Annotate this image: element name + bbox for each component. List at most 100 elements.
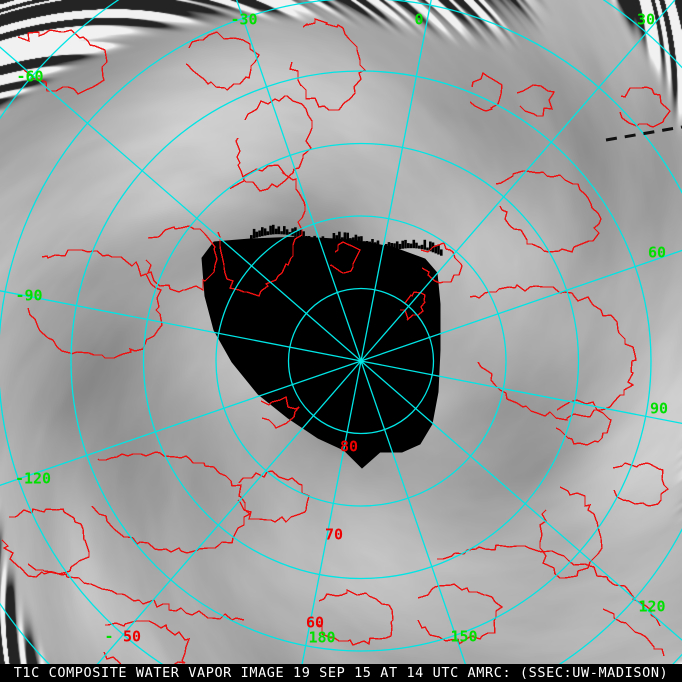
- scanline-tooth: [429, 241, 432, 252]
- scanline-tooth: [335, 235, 338, 242]
- meridian-line: [360, 249, 682, 362]
- scanline-tooth: [269, 225, 272, 235]
- coastline-path: [17, 29, 108, 95]
- parallel-circle: [70, 70, 652, 652]
- parallel-circle: [287, 287, 435, 435]
- coastline-path: [185, 31, 260, 91]
- coastline-path: [495, 170, 602, 253]
- scanline-tooth: [332, 233, 336, 243]
- meridian-line: [81, 360, 362, 682]
- meridian-line: [360, 360, 682, 641]
- scanline-tooth: [412, 239, 416, 249]
- coastline-path: [612, 462, 670, 507]
- scanline-tooth: [296, 230, 300, 238]
- coastline-path: [469, 71, 503, 112]
- coastline-path: [417, 583, 504, 646]
- coastline-path: [539, 486, 603, 579]
- coastline-path: [315, 588, 394, 646]
- no-data-region: [201, 236, 441, 469]
- coastline-path: [91, 451, 252, 554]
- scanline-tooth: [313, 235, 316, 245]
- scanline-tooth: [360, 236, 363, 244]
- scanline-tooth: [272, 224, 275, 235]
- scanline-tooth: [415, 242, 418, 249]
- coastline-path: [289, 18, 367, 111]
- scanline-tooth: [398, 243, 402, 250]
- scanline-tooth: [299, 229, 303, 239]
- scanline-tooth: [395, 241, 399, 250]
- scanline-tooth: [357, 236, 360, 243]
- solar-terminator-dashed: [605, 125, 682, 142]
- scanline-tooth: [258, 230, 261, 237]
- data-void-polygon: [201, 224, 443, 469]
- coastline-path: [420, 242, 463, 284]
- scanline-tooth: [280, 231, 283, 235]
- meridian-line: [360, 360, 473, 682]
- scanline-tooth: [288, 232, 292, 236]
- coastline-path: [235, 95, 313, 192]
- meridian-line: [235, 0, 362, 362]
- scanline-tooth: [420, 244, 424, 250]
- scanline-tooth: [261, 227, 264, 237]
- coastline-path: [217, 164, 306, 297]
- coastline-path: [27, 563, 245, 621]
- coastline-path: [27, 249, 163, 359]
- meridian-line: [0, 360, 362, 487]
- scanline-tooth: [371, 239, 374, 248]
- scanline-tooth: [365, 241, 369, 246]
- scanline-tooth: [305, 236, 308, 241]
- scanline-tooth: [307, 236, 311, 242]
- scanline-tooth: [437, 245, 440, 255]
- scanline-tooth: [327, 239, 330, 244]
- coastline-path: [260, 395, 300, 429]
- scanline-tooth: [379, 246, 382, 252]
- scanline-tooth: [401, 240, 404, 249]
- scanline-tooth: [266, 231, 270, 236]
- scanline-tooth: [362, 241, 366, 245]
- scanline-tooth: [354, 234, 358, 243]
- scanline-tooth: [291, 228, 294, 236]
- scanline-tooth: [310, 239, 314, 244]
- scanline-tooth: [277, 226, 281, 235]
- scanline-tooth: [368, 241, 371, 247]
- scanline-tooth: [252, 228, 256, 239]
- coastline-path: [400, 291, 426, 321]
- caption-bar: T1C COMPOSITE WATER VAPOR IMAGE 19 SEP 1…: [0, 664, 682, 682]
- scanline-tooth: [321, 236, 325, 245]
- meridian-line: [360, 360, 682, 425]
- meridian-line: [0, 290, 362, 362]
- scanline-tooth: [346, 232, 349, 242]
- coastline-path: [145, 225, 218, 293]
- scanline-tooth: [376, 240, 380, 251]
- scanline-tooth: [349, 238, 352, 242]
- parallel-circle: [142, 142, 580, 580]
- scanline-tooth: [387, 242, 391, 252]
- meridian-line: [0, 46, 362, 362]
- scanline-tooth: [263, 228, 267, 236]
- scanline-tooth: [418, 245, 421, 249]
- terminator-layer: [605, 125, 682, 142]
- scanline-tooth: [250, 235, 253, 239]
- scanline-tooth: [343, 232, 347, 242]
- scanline-tooth: [384, 244, 388, 253]
- meridian-line: [360, 0, 432, 362]
- coastline-path: [619, 86, 671, 128]
- coastline-path: [237, 470, 310, 524]
- scanline-tooth: [255, 231, 259, 238]
- scanline-tooth: [324, 238, 327, 244]
- scanline-tooth: [302, 231, 305, 240]
- coastline-path: [329, 241, 361, 274]
- meridian-line: [297, 360, 362, 682]
- scanline-tooth: [351, 237, 355, 242]
- scanline-tooth: [393, 243, 396, 251]
- scanline-tooth: [316, 240, 319, 246]
- coastline-path: [437, 544, 661, 627]
- scanline-tooth: [434, 245, 438, 254]
- scanline-tooth: [338, 231, 341, 242]
- coastline-path: [1, 508, 90, 578]
- scanline-tooth: [423, 239, 427, 250]
- scanline-tooth: [404, 239, 407, 249]
